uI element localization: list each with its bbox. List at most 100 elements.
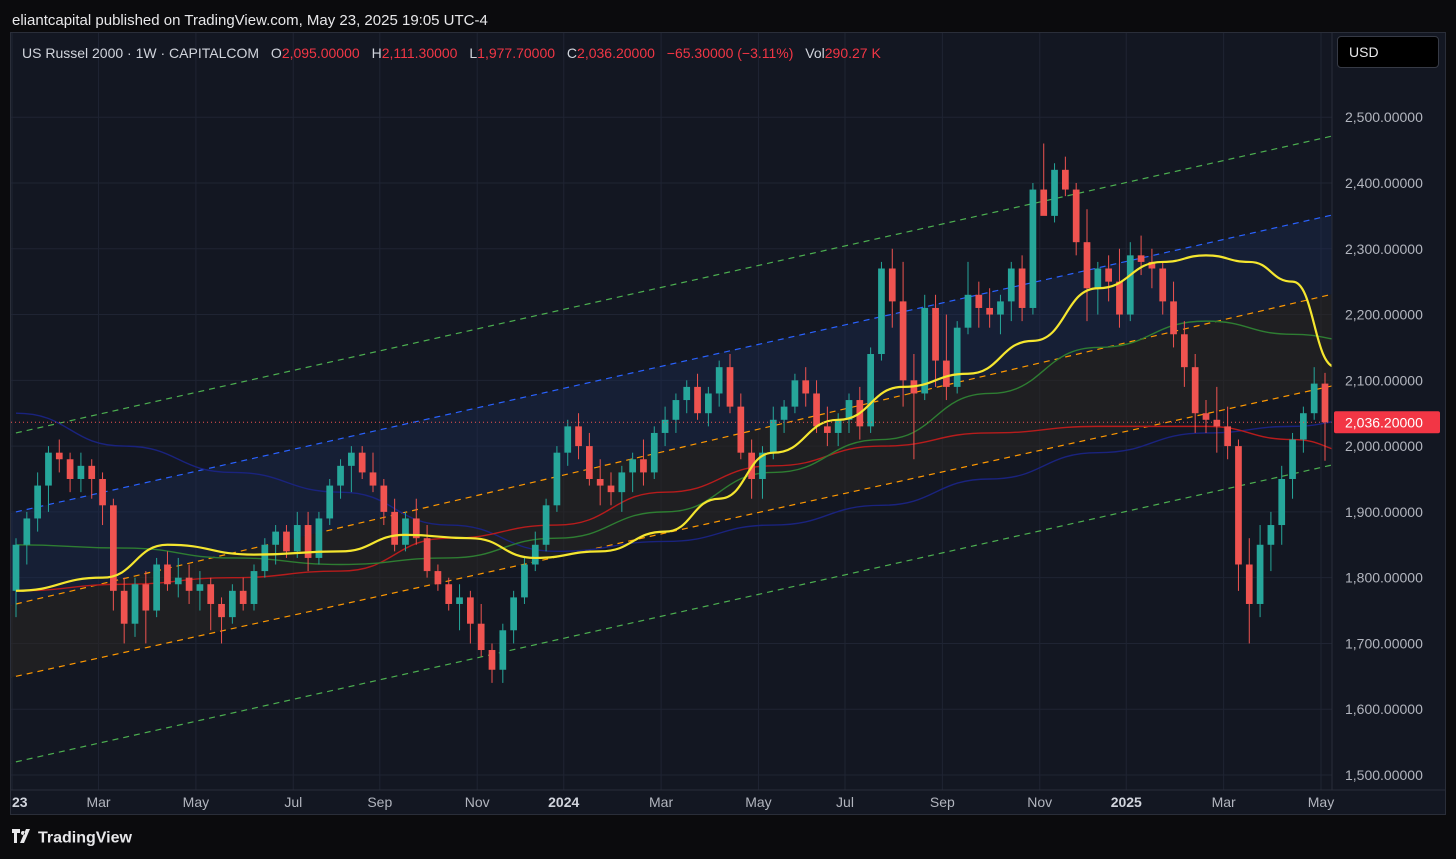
candle-body (607, 485, 615, 493)
channel-mid-bottom-line (11, 385, 1332, 679)
candle (1029, 182, 1037, 315)
candle (521, 557, 528, 604)
y-tick-label: 1,700.00000 (1345, 635, 1423, 651)
candle (964, 261, 972, 335)
chart-frame[interactable] (10, 32, 1446, 815)
candle-body (878, 268, 885, 355)
candle-body (953, 327, 961, 387)
current-price-label: 2,036.20000 (1345, 414, 1423, 430)
y-tick-label: 1,600.00000 (1345, 701, 1423, 717)
channel-upper-line (11, 214, 1332, 514)
open-value: 2,095.00000 (281, 45, 360, 61)
candle (1051, 163, 1058, 223)
candle-body (986, 307, 993, 315)
currency-button[interactable]: USD (1337, 36, 1439, 68)
candle (1289, 432, 1296, 499)
candle (434, 564, 442, 591)
candle-body (899, 301, 907, 381)
candle (824, 406, 831, 447)
x-tick-label: Mar (86, 794, 110, 810)
candle (218, 597, 225, 644)
channel-outer-bottom-line (11, 464, 1332, 764)
x-tick-label: May (183, 794, 209, 810)
candle (1191, 354, 1199, 433)
candle-body (629, 459, 636, 473)
candle (802, 367, 810, 407)
candle (780, 400, 788, 433)
candle-body (326, 485, 334, 519)
candle (943, 314, 950, 401)
candle-body (369, 472, 377, 486)
candle-body (1289, 439, 1296, 479)
candle-body (1224, 426, 1231, 447)
candle (813, 380, 820, 433)
candle-body (1105, 268, 1112, 282)
candle-body (1094, 268, 1102, 289)
candle (369, 452, 377, 493)
candle (196, 571, 204, 611)
candle (867, 347, 874, 433)
candle (661, 406, 669, 447)
candle (607, 472, 615, 506)
candle-body (780, 406, 788, 420)
candle-body (1072, 189, 1080, 243)
candle-body (1310, 383, 1318, 414)
candle-body (1170, 301, 1177, 335)
candle (1181, 321, 1188, 387)
candle-body (618, 472, 626, 493)
x-tick-label: Jul (284, 794, 302, 810)
candle (997, 294, 1004, 335)
y-tick-label: 2,300.00000 (1345, 241, 1423, 257)
candle (791, 373, 799, 414)
candle-body (380, 485, 388, 512)
candle-body (791, 380, 799, 407)
low-label: L (469, 45, 478, 61)
x-tick-label: Sep (930, 794, 955, 810)
candle-body (55, 452, 63, 460)
symbol-label[interactable]: US Russel 2000 · 1W · CAPITALCOM (22, 45, 260, 61)
candle (1310, 367, 1318, 420)
candle-body (283, 531, 290, 552)
candle-body (694, 386, 701, 414)
candle-body (1181, 334, 1188, 368)
candle-body (229, 590, 236, 618)
candle-body (445, 584, 453, 604)
candle-body (315, 518, 323, 558)
candle-body (99, 478, 106, 506)
candle-body (553, 452, 561, 506)
candle (1116, 248, 1123, 328)
candle (1148, 248, 1156, 289)
y-tick-label: 2,000.00000 (1345, 438, 1423, 454)
candle (1062, 156, 1069, 197)
y-tick-label: 2,500.00000 (1345, 109, 1423, 125)
candle-body (640, 459, 647, 473)
candle-body (45, 452, 52, 486)
candle (250, 564, 258, 611)
candle (239, 577, 247, 611)
candle-body (802, 380, 810, 394)
candle (1224, 406, 1231, 460)
candle (467, 590, 474, 644)
candle-body (261, 544, 269, 572)
candle-body (1018, 268, 1026, 308)
candle-body (888, 268, 896, 302)
candle-body (358, 452, 366, 473)
ma-long-line (15, 412, 1332, 553)
high-value: 2,111.30000 (381, 45, 458, 61)
candle (110, 498, 117, 611)
candle (326, 478, 334, 526)
candle (304, 511, 312, 572)
candle-body (943, 360, 950, 387)
candle-body (824, 426, 831, 433)
candle-body (769, 419, 777, 453)
candle-body (1245, 564, 1253, 604)
tradingview-brand[interactable]: TradingView (12, 829, 132, 848)
candle-body (510, 597, 517, 631)
tradingview-logo-icon (12, 829, 34, 848)
candle (423, 525, 431, 578)
candle (445, 577, 453, 611)
candle (229, 584, 236, 624)
candle-body (423, 538, 431, 572)
candle-body (1159, 268, 1167, 302)
